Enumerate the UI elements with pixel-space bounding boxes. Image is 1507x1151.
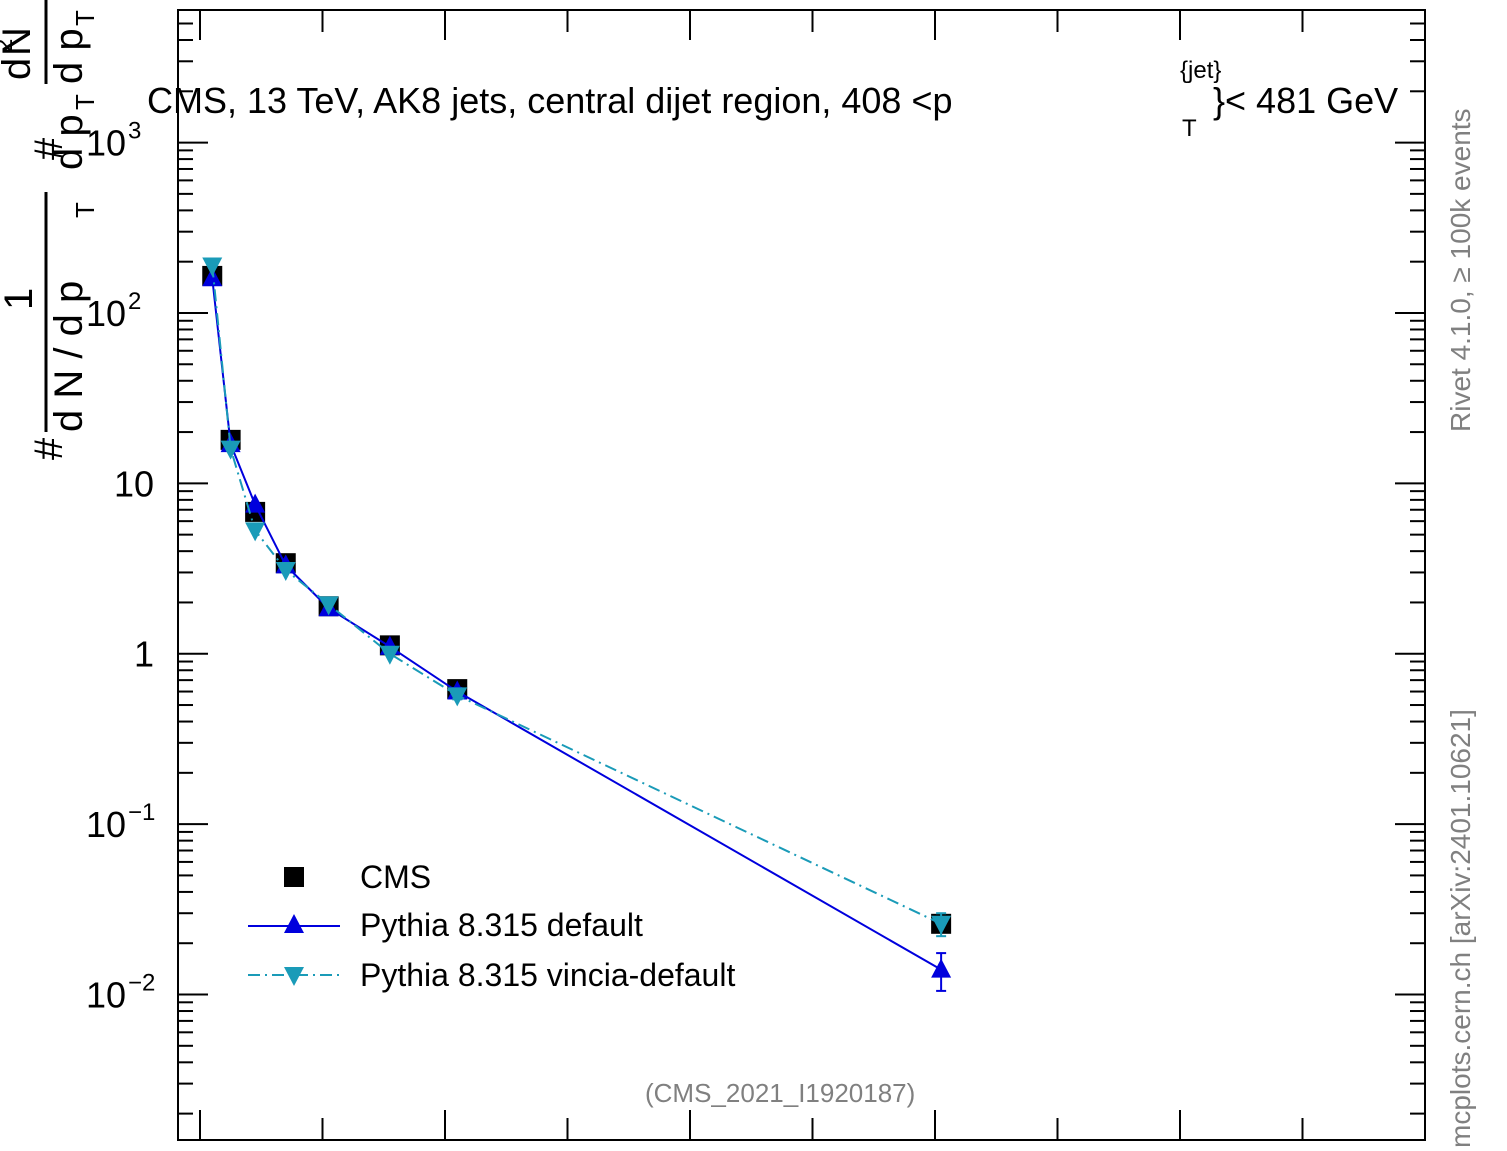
legend-label-pythia-default: Pythia 8.315 default <box>360 907 643 943</box>
data-point-triangle-down <box>379 645 400 665</box>
plot-frame <box>177 9 1426 1141</box>
y-label-num2: N <box>0 27 39 56</box>
legend-marker-pythia-vincia <box>284 967 304 986</box>
data-point-triangle-down <box>245 522 266 542</box>
legend-label-cms: CMS <box>360 859 431 895</box>
y-label-t: T <box>70 202 100 218</box>
y-tick-label: 10 <box>86 293 126 334</box>
y-tick-label: 1 <box>134 634 154 675</box>
legend: CMS Pythia 8.315 default Pythia 8.315 vi… <box>248 859 735 993</box>
analysis-reference: (CMS_2021_I1920187) <box>645 1078 915 1108</box>
data-point-triangle-up <box>202 267 223 287</box>
data-point-triangle-down <box>275 562 296 582</box>
y-tick-exponent: 2 <box>128 288 141 315</box>
y-label-dn: d N / d p <box>47 281 91 432</box>
data-point-triangle-down <box>318 596 339 616</box>
y-axis-label: # 1 d N / d p T # d p T d 2 N d p T dλ <box>0 0 100 460</box>
legend-label-pythia-vincia: Pythia 8.315 vincia-default <box>360 957 735 993</box>
series-0 <box>202 265 952 934</box>
legend-marker-pythia-default <box>284 914 304 933</box>
data-point-triangle-down <box>202 257 223 277</box>
y-tick-exponent: −2 <box>128 970 155 997</box>
y-label-t2: T <box>70 94 100 110</box>
y-tick-label: 10 <box>86 975 126 1016</box>
chart-title-subscript: T <box>1182 115 1197 142</box>
mcplots-label: mcplots.cern.ch [arXiv:2401.10621] <box>1445 709 1476 1148</box>
y-label-den: d p <box>47 28 91 84</box>
rivet-version-label: Rivet 4.1.0, ≥ 100k events <box>1445 108 1476 432</box>
y-tick-exponent: 3 <box>128 118 141 145</box>
series-2 <box>202 257 952 938</box>
data-point-triangle-down <box>220 440 241 460</box>
chart-title-end: }< 481 GeV <box>1213 80 1398 121</box>
data-point-triangle-down <box>931 915 952 935</box>
y-label-t3: T <box>70 10 100 26</box>
y-tick-label: 10 <box>86 123 126 164</box>
y-tick-exponent: −1 <box>128 799 155 826</box>
y-tick-label: 10 <box>86 804 126 845</box>
y-label-dpt: d p <box>47 114 91 170</box>
series-line <box>211 265 942 925</box>
series-layer <box>202 257 952 992</box>
y-label-hash2: # <box>27 137 71 160</box>
series-line <box>211 278 942 971</box>
y-label-num: d <box>0 58 39 80</box>
y-label-hash: # <box>27 437 71 460</box>
y-label-one: 1 <box>0 288 41 310</box>
chart-title: CMS, 13 TeV, AK8 jets, central dijet reg… <box>147 80 953 121</box>
legend-marker-cms <box>284 867 304 887</box>
series-1 <box>202 267 952 992</box>
chart-title-superscript: {jet} <box>1180 57 1221 84</box>
data-point-triangle-up <box>931 958 952 978</box>
y-tick-label: 10 <box>114 463 154 504</box>
y-label-sup2: 2 <box>0 39 18 52</box>
data-point-triangle-up <box>245 493 266 513</box>
data-point-triangle-down <box>447 687 468 707</box>
